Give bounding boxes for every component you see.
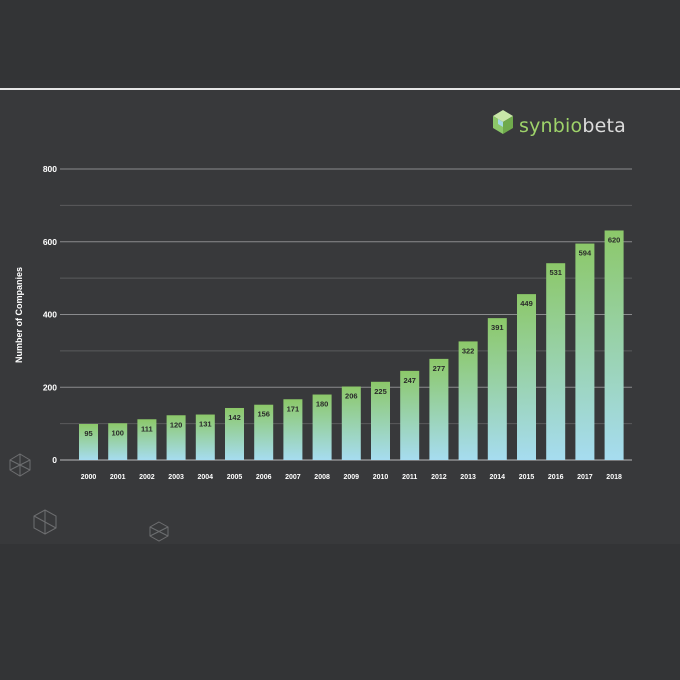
x-tick-label: 2011	[402, 474, 417, 481]
bar-value-label: 391	[491, 323, 504, 332]
bar	[195, 414, 215, 460]
bar-value-label: 131	[199, 420, 212, 429]
brand-name-part2: beta	[582, 115, 626, 137]
bar-value-label: 620	[608, 235, 621, 244]
bars: 95 100 111 120 131 142 156 171 180 206 225 247 277 32…	[79, 230, 624, 460]
y-axis-label: Number of Companies	[14, 267, 24, 363]
chart-panel: synbiobeta	[0, 88, 680, 544]
bar	[254, 404, 274, 460]
y-tick-label: 400	[43, 310, 57, 320]
y-tick-label: 800	[43, 164, 57, 174]
x-tick-label: 2012	[431, 474, 447, 481]
bar-value-label: 171	[287, 404, 300, 413]
bar	[575, 243, 595, 460]
axis-ticks: 0 200 400 600 800 2000 2001 2002 2003 2004 2005 200…	[43, 164, 622, 481]
bar-value-label: 322	[462, 346, 475, 355]
x-tick-label: 2008	[314, 474, 330, 481]
bar	[79, 423, 98, 460]
bar-value-label: 247	[403, 376, 416, 385]
synbiobeta-logo: synbiobeta	[489, 108, 626, 136]
bar	[458, 341, 478, 460]
bar	[400, 370, 420, 460]
x-tick-label: 2000	[81, 474, 97, 481]
molecule-decoration-icon	[33, 509, 57, 535]
bar-value-label: 120	[170, 420, 183, 429]
x-tick-label: 2001	[110, 474, 126, 481]
brand-name-part1: synbio	[518, 115, 583, 137]
x-tick-label: 2014	[490, 474, 506, 481]
bar-value-label: 277	[433, 364, 446, 373]
molecule-decoration-icon	[9, 453, 31, 477]
bar-value-label: 206	[345, 392, 358, 401]
x-tick-label: 2002	[139, 474, 155, 481]
bar-value-label: 180	[316, 400, 329, 409]
bar	[487, 318, 507, 460]
bar-value-label: 225	[374, 387, 387, 396]
bar	[283, 399, 303, 460]
x-tick-label: 2004	[198, 474, 214, 481]
x-tick-label: 2003	[168, 474, 184, 481]
x-tick-label: 2013	[460, 474, 476, 481]
x-tick-label: 2006	[256, 474, 272, 481]
bar-value-label: 449	[520, 299, 533, 308]
bar-value-label: 531	[549, 268, 562, 277]
bar	[312, 394, 332, 460]
x-tick-label: 2010	[373, 474, 389, 481]
bar	[517, 294, 536, 460]
x-tick-label: 2017	[577, 474, 593, 481]
x-tick-label: 2009	[344, 474, 360, 481]
bar	[341, 386, 361, 460]
bar-value-label: 111	[141, 424, 153, 433]
bar-value-label: 100	[111, 428, 124, 437]
bar	[429, 358, 449, 460]
hexagon-cube-logo-icon	[492, 110, 513, 134]
bar-value-label: 142	[228, 413, 241, 422]
bar	[137, 419, 157, 460]
brand-name: synbiobeta	[519, 117, 626, 136]
x-tick-label: 2005	[227, 474, 243, 481]
x-tick-label: 2016	[548, 474, 564, 481]
bar	[166, 415, 186, 460]
bar	[371, 381, 390, 460]
y-tick-label: 200	[43, 382, 57, 392]
bar	[546, 263, 566, 460]
bar-value-label: 594	[579, 249, 592, 258]
y-tick-label: 0	[52, 455, 57, 465]
bar	[225, 407, 244, 460]
x-tick-label: 2007	[285, 474, 301, 481]
bar	[604, 230, 624, 460]
y-tick-label: 600	[43, 237, 57, 247]
bar	[108, 423, 128, 460]
molecule-decoration-icon	[149, 521, 169, 542]
x-tick-label: 2015	[519, 474, 535, 481]
x-tick-label: 2018	[606, 474, 622, 481]
bar-value-label: 156	[257, 410, 270, 419]
bar-value-label: 95	[84, 429, 92, 438]
